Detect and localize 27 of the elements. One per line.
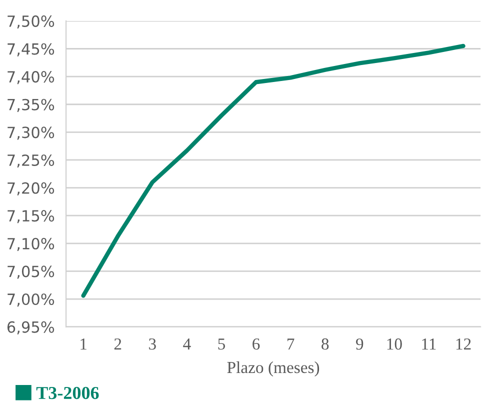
- y-tick-label: 7,40%: [8, 71, 54, 84]
- x-tick-label: 5: [218, 338, 225, 350]
- y-tick-label: 7,25%: [8, 154, 54, 168]
- y-tick-label: 7,45%: [8, 43, 54, 56]
- y-tick-label: 7,20%: [8, 182, 54, 196]
- legend-label: T3-2006: [36, 386, 99, 400]
- x-tick-label: 8: [322, 338, 329, 350]
- y-tick-label: 7,50%: [8, 15, 54, 29]
- x-tick-label: 12: [456, 338, 471, 350]
- x-tick-label: 7: [288, 338, 294, 350]
- x-tick-label: 9: [356, 338, 364, 350]
- y-tick-label: 7,35%: [8, 98, 54, 112]
- y-tick-label: 7,15%: [8, 210, 54, 224]
- y-tick-label: 7,10%: [8, 238, 54, 251]
- x-tick-label: 11: [422, 338, 436, 350]
- x-tick-label: 3: [149, 338, 156, 350]
- x-tick-label: 2: [114, 338, 122, 350]
- y-tick-label: 7,30%: [8, 126, 54, 140]
- y-tick-label: 6,95%: [7, 321, 54, 334]
- x-tick-label: 1: [80, 338, 86, 350]
- x-tick-label: 4: [183, 338, 191, 350]
- x-tick-label: 6: [252, 338, 260, 350]
- line-series: [81, 44, 466, 298]
- y-tick-label: 7,05%: [8, 266, 54, 279]
- y-tick-label: 7,00%: [8, 293, 54, 307]
- x-axis-title: Plazo (meses): [227, 361, 320, 376]
- x-tick-label: 10: [387, 338, 402, 350]
